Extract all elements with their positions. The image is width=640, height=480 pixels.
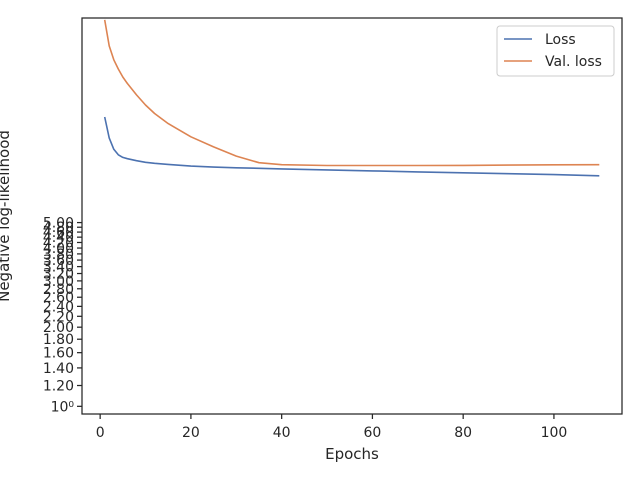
y-tick-label: 2.80	[43, 282, 74, 298]
legend-label: Val. loss	[545, 54, 602, 70]
legend: Loss Val. loss	[496, 25, 615, 77]
y-tick-label: 1.40	[43, 361, 74, 377]
y-tick-label: 1.80	[43, 332, 74, 348]
y-tick-label: 4.40	[43, 230, 74, 246]
y-tick-label: 2.60	[43, 290, 74, 306]
y-tick-label: 3.80	[43, 247, 74, 263]
y-tick-label: 5.00	[43, 216, 74, 232]
y-axis-ticks: 10⁰1.201.401.601.802.002.202.402.602.803…	[43, 216, 82, 415]
y-tick-label: 3.00	[43, 274, 74, 290]
x-tick-label: 20	[182, 425, 200, 441]
y-tick-label: 4.00	[43, 241, 74, 257]
y-tick-label: 3.40	[43, 260, 74, 276]
y-axis-label: Negative log-likelihood	[0, 130, 13, 302]
y-tick-label: 2.20	[43, 309, 74, 325]
x-tick-label: 80	[454, 425, 472, 441]
y-tick-label: 3.60	[43, 253, 74, 269]
x-tick-label: 40	[273, 425, 291, 441]
series-layer	[103, 19, 600, 177]
x-tick-label: 0	[96, 425, 105, 441]
y-tick-label: 2.40	[43, 299, 74, 315]
y-tick-label: 4.20	[43, 235, 74, 251]
x-axis-ticks: 0 20 40 60 80 100	[96, 414, 568, 441]
legend-label: Loss	[545, 32, 576, 48]
series-line-0	[103, 116, 600, 177]
plot-frame	[81, 17, 623, 415]
y-tick-label: 3.20	[43, 267, 74, 283]
x-tick-label: 100	[541, 425, 568, 441]
y-tick-label: 1.20	[43, 379, 74, 395]
y-tick-label: 1.60	[43, 346, 74, 362]
y-tick-label: 2.00	[43, 320, 74, 336]
y-tick-label: 4.60	[43, 225, 74, 241]
y-tick-label: 10⁰	[51, 399, 75, 415]
series-line-1	[103, 19, 600, 167]
x-axis-label: Epochs	[325, 445, 379, 463]
x-tick-label: 60	[364, 425, 382, 441]
y-tick-label: 4.80	[43, 220, 74, 236]
